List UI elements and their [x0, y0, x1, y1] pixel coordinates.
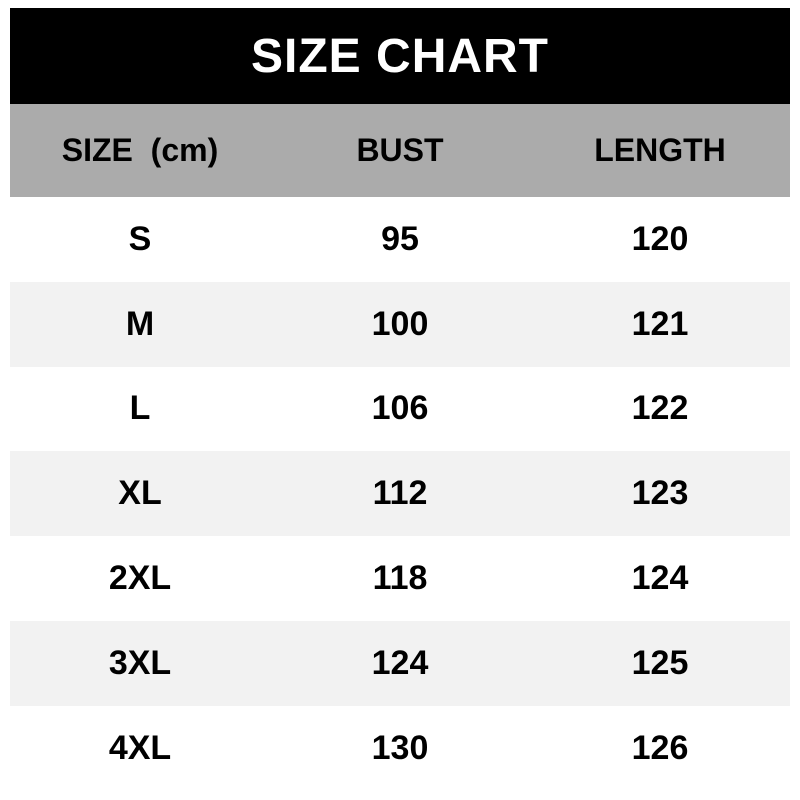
header-cell-bust: BUST: [356, 132, 444, 168]
cell-bust: 130: [371, 728, 429, 767]
cell-length: 122: [631, 389, 689, 428]
cell-bust: 100: [371, 304, 429, 343]
cell-bust: 118: [372, 559, 428, 598]
cell-bust: 95: [381, 219, 419, 258]
header-cell-size: SIZE (cm): [61, 132, 219, 168]
size-chart-title: SIZE CHART: [251, 29, 549, 83]
cell-bust: 106: [371, 389, 429, 428]
cell-size: 4XL: [108, 728, 172, 767]
cell-length: 123: [631, 474, 689, 513]
cell-bust: 124: [371, 643, 429, 682]
size-chart-title-bar: SIZE CHART: [10, 8, 790, 104]
cell-size: S: [128, 219, 152, 258]
table-row-m: M 100 121: [10, 281, 790, 367]
cell-bust: 112: [372, 474, 428, 513]
table-header-row: SIZE (cm) BUST LENGTH: [10, 104, 790, 197]
cell-size: L: [129, 389, 151, 428]
table-row-l: L 106 122: [10, 366, 790, 452]
table-row-4xl: 4XL 130 126: [10, 705, 790, 791]
table-row-s: S 95 120: [10, 197, 790, 282]
table-row-xl: XL 112 123: [10, 451, 790, 537]
size-chart-table: SIZE CHART SIZE (cm) BUST LENGTH S 95 12…: [10, 8, 790, 791]
cell-size: M: [125, 304, 155, 343]
cell-length: 126: [631, 728, 689, 767]
cell-size: XL: [118, 474, 162, 513]
header-cell-length: LENGTH: [594, 132, 726, 168]
cell-length: 124: [631, 559, 689, 598]
cell-size: 2XL: [108, 559, 172, 598]
cell-length: 125: [631, 643, 689, 682]
cell-length: 120: [631, 219, 689, 258]
cell-length: 121: [631, 304, 689, 343]
cell-size: 3XL: [108, 643, 172, 682]
table-row-3xl: 3XL 124 125: [10, 620, 790, 706]
table-row-2xl: 2XL 118 124: [10, 536, 790, 621]
